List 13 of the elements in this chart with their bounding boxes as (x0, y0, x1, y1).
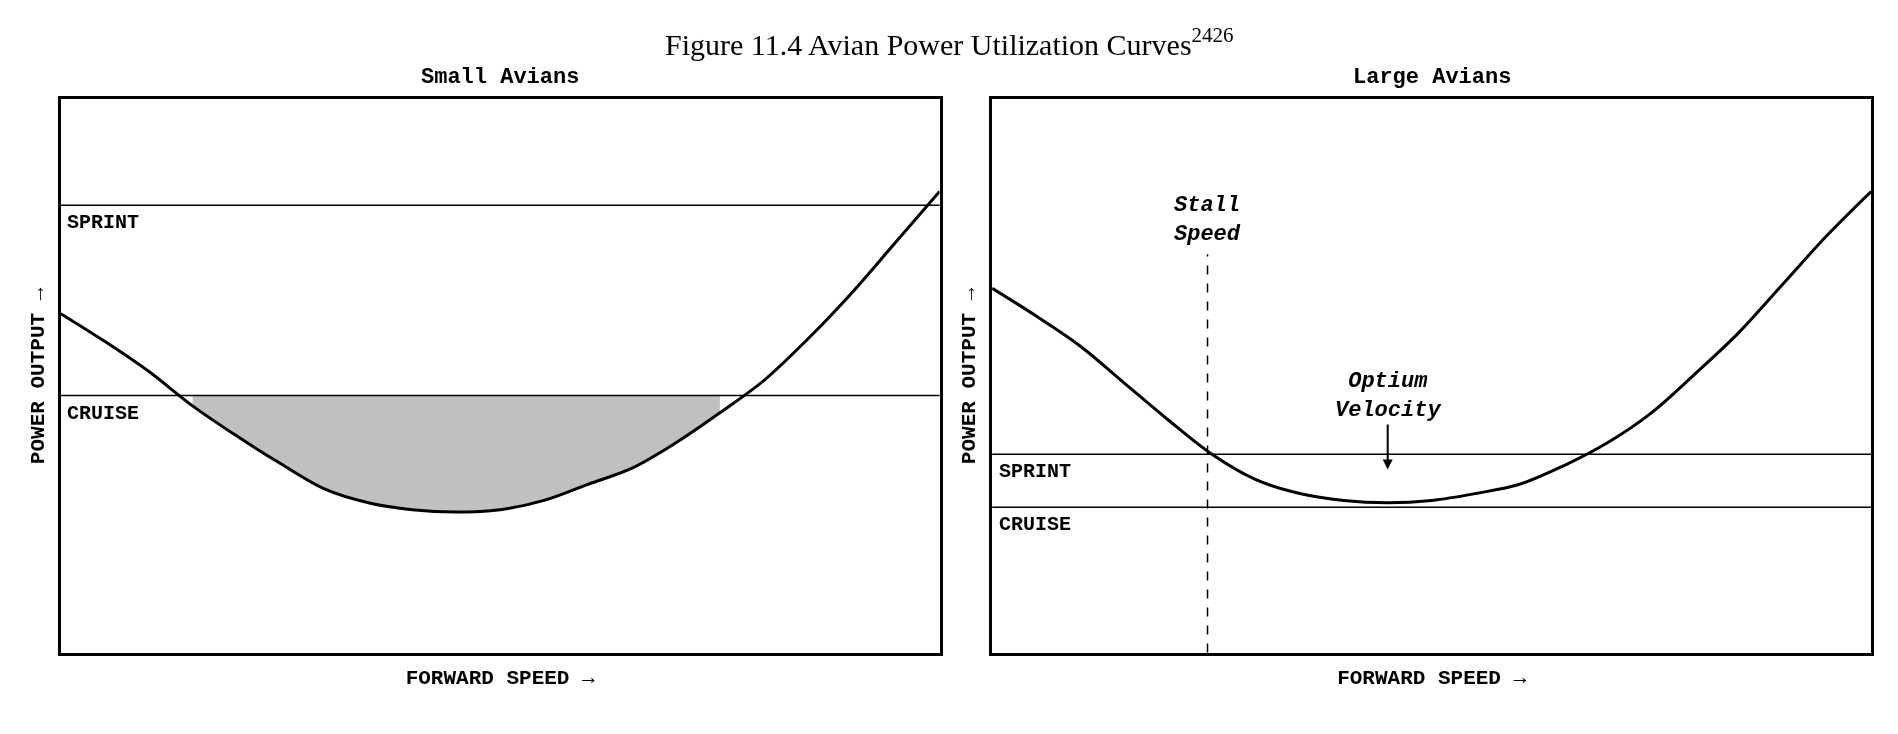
y-axis-title: POWER OUTPUT → (958, 287, 982, 465)
ref-line-label: SPRINT (67, 211, 140, 234)
y-axis-title: POWER OUTPUT → (26, 287, 50, 465)
annotation: Stall Speed (1174, 193, 1241, 247)
chart-title: Large Avians (1353, 65, 1512, 90)
caption: Figure 11.4 Avian Power Utilization Curves$^{2426}$ (665, 23, 1234, 61)
chart-title: Small Avians (421, 65, 580, 90)
x-axis-title: FORWARD SPEED → (1337, 666, 1527, 690)
annotation: Optium Velocity (1335, 369, 1442, 423)
ref-line-label: CRUISE (67, 402, 140, 425)
x-axis-title: FORWARD SPEED → (405, 666, 596, 690)
ref-line-label: SPRINT (999, 460, 1072, 483)
ref-line-label: CRUISE (999, 513, 1072, 536)
